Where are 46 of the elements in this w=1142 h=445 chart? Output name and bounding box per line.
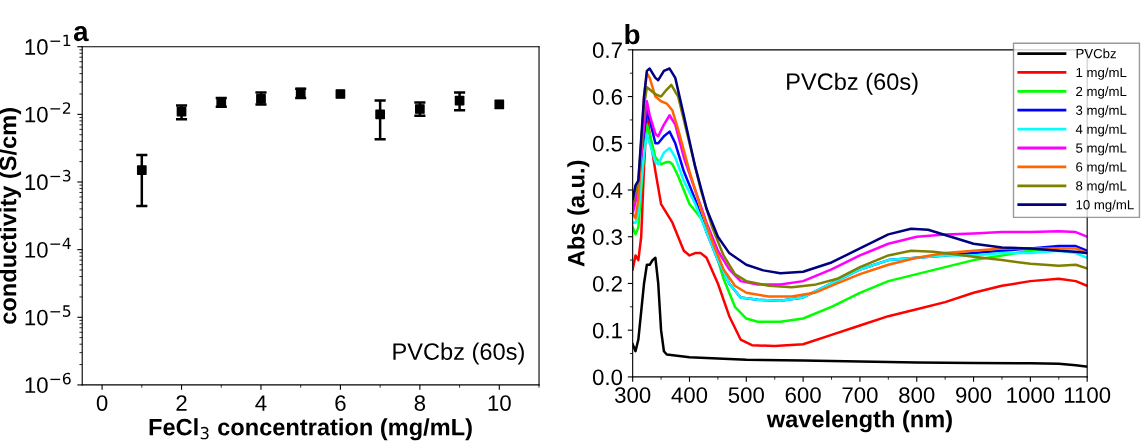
y-tick-label: 0.7 xyxy=(592,42,622,59)
legend-label: 6 mg/mL xyxy=(1076,161,1127,175)
x-axis-title: FeCl$_{3}$ concentration (mg/mL) xyxy=(149,418,472,441)
y-tick-label: 0.4 xyxy=(592,182,623,199)
chart-title: a xyxy=(73,26,89,42)
y-tick-label: 0.5 xyxy=(592,135,623,152)
x-tick-label: 6 xyxy=(335,395,346,411)
y-tick-label: 0.2 xyxy=(592,276,622,292)
y-tick-label: 0.1 xyxy=(592,322,622,339)
x-tick-label: 1000 xyxy=(1007,387,1055,403)
legend-label: 5 mg/mL xyxy=(1076,143,1127,156)
legend-label: 3 mg/mL xyxy=(1076,105,1127,118)
x-tick-label: 1100 xyxy=(1064,387,1111,403)
x-tick-label: 300 xyxy=(614,387,651,403)
y-tick-label: 10$^{−6}$ xyxy=(25,372,71,394)
x-tick-label: 500 xyxy=(728,387,764,403)
x-tick-label: 900 xyxy=(956,387,992,403)
x-axis-title: wavelength (nm) xyxy=(766,410,952,433)
chart-title: b xyxy=(625,23,640,45)
legend-label: 2 mg/mL xyxy=(1076,86,1127,99)
x-tick-label: 2 xyxy=(176,395,187,411)
legend-label: 10 mg/mL xyxy=(1076,199,1134,213)
x-tick-label: 10 xyxy=(488,395,511,411)
x-tick-label: 8 xyxy=(414,395,426,411)
x-tick-label: 700 xyxy=(842,387,878,403)
x-tick-label: 0 xyxy=(96,395,108,411)
y-tick-label: 10$^{−5}$ xyxy=(25,305,71,326)
legend-label: 4 mg/mL xyxy=(1075,124,1127,137)
y-tick-label: 10$^{−1}$ xyxy=(25,34,71,55)
y-tick-label: 10$^{−4}$ xyxy=(25,237,71,258)
x-tick-label: 400 xyxy=(671,387,708,403)
annotation: PVCbz (60s) xyxy=(787,72,918,95)
y-tick-label: 10$^{−2}$ xyxy=(25,102,71,123)
y-axis-title: conductivity (S/cm) xyxy=(0,108,22,324)
legend-label: 1 mg/mL xyxy=(1076,67,1127,80)
legend-label: 8 mg/mL xyxy=(1076,180,1127,194)
y-tick-label: 0.0 xyxy=(592,369,623,386)
y-axis-title: Abs (a.u.) xyxy=(567,160,590,267)
annotation: PVCbz (60s) xyxy=(393,342,524,365)
y-tick-label: 10$^{−3}$ xyxy=(25,169,71,191)
x-tick-label: 800 xyxy=(899,387,935,403)
y-tick-label: 0.3 xyxy=(592,229,622,246)
legend-label: PVCbz xyxy=(1076,48,1116,59)
y-tick-label: 0.6 xyxy=(592,89,622,105)
x-tick-label: 600 xyxy=(785,387,821,403)
x-tick-label: 4 xyxy=(255,395,267,411)
